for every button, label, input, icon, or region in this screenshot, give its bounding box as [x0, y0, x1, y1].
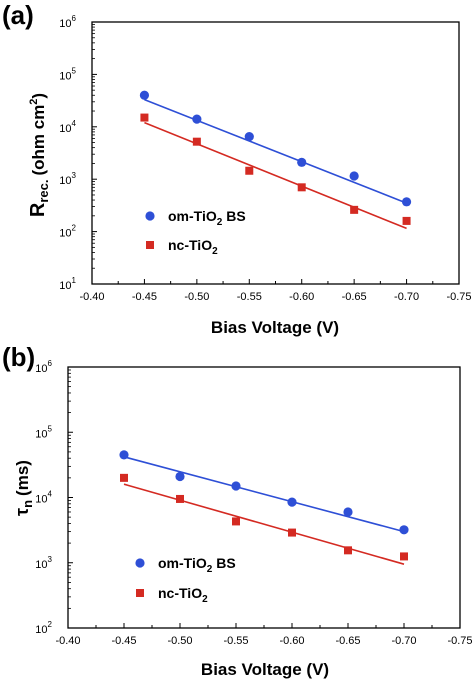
panel-a-x-tick-label: -0.40 [79, 291, 104, 303]
panel-a-fit-line-1 [144, 98, 407, 204]
panel-b-fit-line-2 [123, 483, 405, 565]
panel-b-fit-line-1 [123, 456, 405, 533]
panel-b-point-series-1 [287, 497, 297, 507]
panel-b-point-series-2 [176, 494, 184, 503]
panel-b-point-series-1 [231, 481, 241, 491]
panel-b-point-series-2 [400, 552, 408, 561]
panel-b-y-tick-label: 105 [35, 424, 52, 440]
panel-b-legend-label-1: om-TiO2 BS [158, 555, 236, 575]
panel-b-point-series-2 [288, 528, 296, 537]
panel-a-y-tick-label: 102 [59, 224, 76, 240]
panel-a-x-tick-label: -0.55 [237, 291, 262, 303]
panel-a-point-series-1 [401, 197, 412, 207]
panel-a-y-axis-title: Rrec.(ohm cm2) [27, 93, 51, 217]
panel-a-x-axis-title: Bias Voltage (V) [211, 318, 339, 337]
panel-b-point-series-2 [120, 473, 128, 482]
panel-b-point-series-1 [119, 450, 129, 460]
panel-a-y-tick-label: 104 [59, 119, 76, 135]
panel-a-y-tick-label: 101 [59, 276, 76, 292]
panel-b-y-tick-label: 104 [35, 490, 52, 506]
panel-a-point-series-2 [140, 113, 149, 122]
panel-b-legend-marker-1 [135, 558, 145, 568]
panel-a-legend: om-TiO2 BS nc-TiO2 [145, 208, 246, 257]
panel-a-marks: -0.40 -0.45 -0.50 -0.55 -0.60 -0.65 -0.70 -0.75… [59, 14, 471, 303]
panel-a-y-tick-label: 105 [59, 66, 76, 82]
panel-b-x-tick-label: -0.70 [391, 635, 416, 647]
panel-a-point-series-1 [349, 171, 359, 181]
panel-b-marks: -0.40 -0.45 -0.50 -0.55 -0.60 -0.65 -0.70 -0.75… [35, 359, 472, 647]
panel-b-y-tick-label: 106 [35, 359, 52, 375]
panel-a-point-series-1 [139, 90, 150, 100]
panel-a-point-series-2 [245, 166, 254, 175]
panel-a-label: (a) [2, 0, 34, 30]
panel-b-x-tick-label: -0.40 [55, 635, 80, 647]
panel-a-x-tick-label: -0.75 [446, 291, 471, 303]
panel-a-legend-marker-2 [146, 241, 154, 249]
panel-b-y-axis-title-text: τn(ms) [12, 460, 35, 516]
panel-b-point-series-1 [399, 525, 409, 535]
panel-a-point-series-2 [350, 205, 359, 214]
panel-a-y-tick-label: 103 [59, 171, 76, 187]
panel-b-legend-label-2: nc-TiO2 [158, 585, 208, 605]
panel-b-x-axis-title: Bias Voltage (V) [201, 660, 329, 679]
panel-a-point-series-1 [192, 114, 202, 124]
panel-a-legend-marker-1 [145, 211, 155, 221]
panel-b-point-series-2 [232, 517, 240, 526]
panel-b-y-axis-title: τn(ms) [12, 460, 35, 516]
panel-a-point-series-1 [244, 132, 254, 142]
panel-b-x-tick-label: -0.60 [279, 635, 304, 647]
panel-a-x-tick-label: -0.70 [394, 291, 419, 303]
panel-b-point-series-1 [343, 507, 353, 517]
panel-a-point-series-2 [192, 137, 201, 146]
panel-b: (b) τn(ms) Bias Voltage (V) -0.40 -0.45 -0… [2, 342, 473, 679]
panel-a-x-tick-label: -0.60 [289, 291, 314, 303]
panel-a-legend-label-1: om-TiO2 BS [168, 208, 246, 228]
panel-a-x-tick-label: -0.65 [342, 291, 367, 303]
panel-b-label: (b) [2, 342, 35, 372]
panel-b-legend-marker-2 [136, 589, 144, 597]
panel-b-point-series-2 [344, 546, 352, 555]
panel-b-point-series-1 [175, 471, 185, 482]
panel-b-x-tick-label: -0.45 [111, 635, 136, 647]
panel-a: (a) Rrec.(ohm cm2) Bias Voltage (V) -0.4… [2, 0, 472, 337]
panel-a-legend-label-2: nc-TiO2 [168, 237, 218, 257]
panel-a-fit-line-2 [144, 121, 407, 230]
panel-a-point-series-2 [297, 183, 306, 192]
panel-a-y-axis-title-text: Rrec.(ohm cm2) [27, 93, 51, 217]
panel-a-x-tick-label: -0.50 [184, 291, 209, 303]
panel-a-x-tick-label: -0.45 [132, 291, 157, 303]
panel-b-plot-frame [67, 366, 461, 629]
panel-b-x-tick-label: -0.55 [223, 635, 248, 647]
panel-b-y-tick-label: 103 [35, 555, 52, 571]
panel-b-legend: om-TiO2 BS nc-TiO2 [135, 555, 236, 605]
panel-b-x-tick-label: -0.50 [167, 635, 192, 647]
panel-a-point-series-1 [297, 157, 307, 167]
panel-a-y-tick-label: 106 [59, 14, 76, 30]
panel-a-point-series-2 [402, 216, 411, 225]
panel-b-x-tick-label: -0.65 [335, 635, 360, 647]
panel-b-y-tick-label: 102 [35, 620, 52, 636]
panel-b-x-tick-label: -0.75 [447, 635, 472, 647]
